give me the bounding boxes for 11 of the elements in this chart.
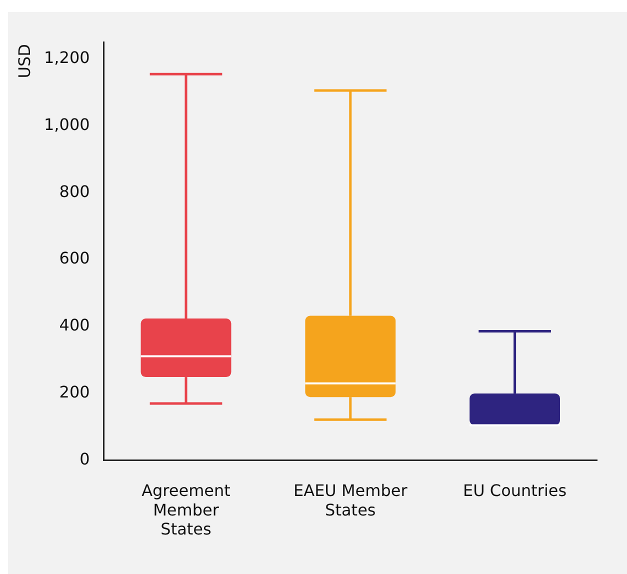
y-tick-label: 600 [59, 248, 90, 268]
y-tick-label: 1,200 [44, 48, 90, 67]
x-tick-label: EAEU Member States [294, 481, 408, 520]
y-tick-label: 400 [59, 316, 90, 335]
y-tick-label: 0 [80, 450, 90, 469]
y-axis-title: USD [15, 44, 34, 78]
y-tick-label: 800 [59, 182, 90, 201]
y-tick-label: 1,000 [44, 114, 90, 134]
x-tick-label: EU Countries [462, 481, 567, 500]
x-tick-label: Agreement Member States [142, 481, 230, 539]
y-tick-label: 200 [59, 382, 90, 402]
